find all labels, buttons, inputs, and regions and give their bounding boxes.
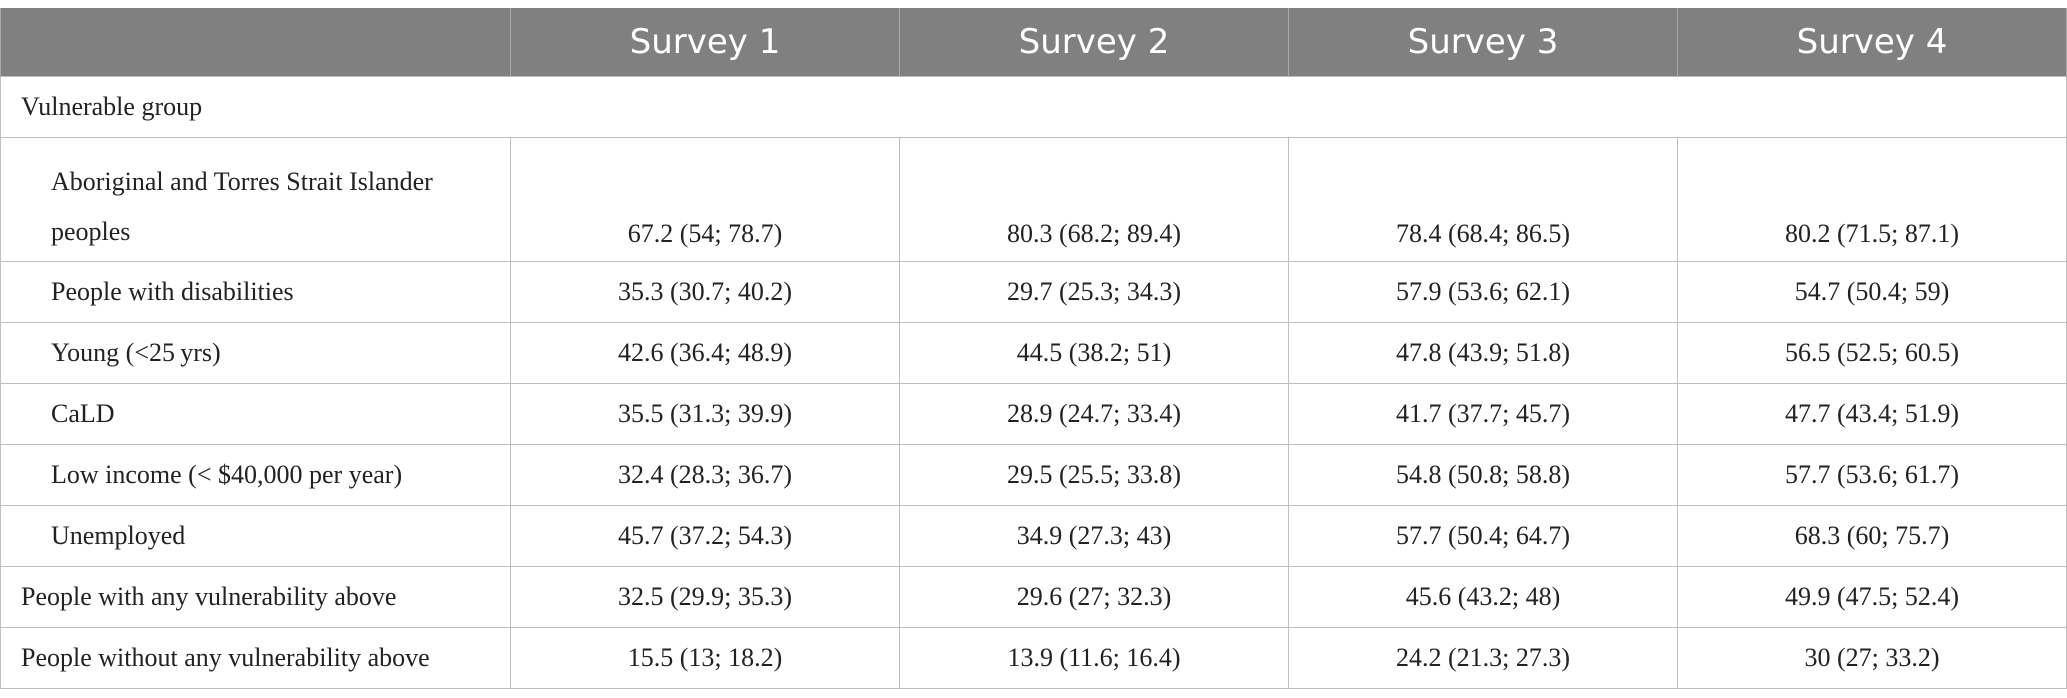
cell-value: 47.7 (43.4; 51.9) bbox=[1677, 383, 2067, 445]
cell-value: 41.7 (37.7; 45.7) bbox=[1288, 383, 1678, 445]
cell-value: 45.7 (37.2; 54.3) bbox=[510, 505, 900, 567]
cell-value: 28.9 (24.7; 33.4) bbox=[899, 383, 1289, 445]
header-survey-1: Survey 1 bbox=[510, 8, 900, 77]
cell-value: 35.5 (31.3; 39.9) bbox=[510, 383, 900, 445]
cell-value: 68.3 (60; 75.7) bbox=[1677, 505, 2067, 567]
cell-value: 29.5 (25.5; 33.8) bbox=[899, 444, 1289, 506]
row-label: Young (<25 yrs) bbox=[0, 322, 511, 384]
cell-value: 30 (27; 33.2) bbox=[1677, 627, 2067, 689]
header-survey-3: Survey 3 bbox=[1288, 8, 1678, 77]
survey-table: Survey 1 Survey 2 Survey 3 Survey 4 Vuln… bbox=[0, 8, 2067, 689]
table-row: People with any vulnerability above 32.5… bbox=[0, 566, 2067, 628]
cell-value: 15.5 (13; 18.2) bbox=[510, 627, 900, 689]
table-row: People without any vulnerability above 1… bbox=[0, 627, 2067, 689]
cell-value: 29.6 (27; 32.3) bbox=[899, 566, 1289, 628]
cell-value: 57.7 (50.4; 64.7) bbox=[1288, 505, 1678, 567]
cell-value: 32.4 (28.3; 36.7) bbox=[510, 444, 900, 506]
cell-value: 54.7 (50.4; 59) bbox=[1677, 261, 2067, 323]
cell-value: 35.3 (30.7; 40.2) bbox=[510, 261, 900, 323]
cell-value: 42.6 (36.4; 48.9) bbox=[510, 322, 900, 384]
cell-value: 13.9 (11.6; 16.4) bbox=[899, 627, 1289, 689]
row-label: Low income (< $40,000 per year) bbox=[0, 444, 511, 506]
cell-value: 34.9 (27.3; 43) bbox=[899, 505, 1289, 567]
cell-value: 56.5 (52.5; 60.5) bbox=[1677, 322, 2067, 384]
cell-value: 67.2 (54; 78.7) bbox=[510, 137, 900, 262]
row-label: People without any vulnerability above bbox=[0, 627, 511, 689]
section-label: Vulnerable group bbox=[0, 76, 2067, 138]
cell-value: 80.3 (68.2; 89.4) bbox=[899, 137, 1289, 262]
table-row: Aboriginal and Torres Strait Islander pe… bbox=[0, 137, 2067, 262]
section-row: Vulnerable group bbox=[0, 76, 2067, 138]
header-survey-2: Survey 2 bbox=[899, 8, 1289, 77]
row-label: CaLD bbox=[0, 383, 511, 445]
cell-value: 49.9 (47.5; 52.4) bbox=[1677, 566, 2067, 628]
cell-value: 57.7 (53.6; 61.7) bbox=[1677, 444, 2067, 506]
cell-value: 54.8 (50.8; 58.8) bbox=[1288, 444, 1678, 506]
table-row: Low income (< $40,000 per year) 32.4 (28… bbox=[0, 444, 2067, 506]
cell-value: 44.5 (38.2; 51) bbox=[899, 322, 1289, 384]
row-label: People with any vulnerability above bbox=[0, 566, 511, 628]
header-blank bbox=[0, 8, 511, 77]
row-label: Unemployed bbox=[0, 505, 511, 567]
table-row: Unemployed 45.7 (37.2; 54.3) 34.9 (27.3;… bbox=[0, 505, 2067, 567]
cell-value: 78.4 (68.4; 86.5) bbox=[1288, 137, 1678, 262]
row-label: Aboriginal and Torres Strait Islander pe… bbox=[0, 137, 511, 262]
cell-value: 57.9 (53.6; 62.1) bbox=[1288, 261, 1678, 323]
cell-value: 80.2 (71.5; 87.1) bbox=[1677, 137, 2067, 262]
cell-value: 32.5 (29.9; 35.3) bbox=[510, 566, 900, 628]
row-label: People with disabilities bbox=[0, 261, 511, 323]
table-row: Young (<25 yrs) 42.6 (36.4; 48.9) 44.5 (… bbox=[0, 322, 2067, 384]
table-row: CaLD 35.5 (31.3; 39.9) 28.9 (24.7; 33.4)… bbox=[0, 383, 2067, 445]
header-survey-4: Survey 4 bbox=[1677, 8, 2067, 77]
cell-value: 29.7 (25.3; 34.3) bbox=[899, 261, 1289, 323]
header-row: Survey 1 Survey 2 Survey 3 Survey 4 bbox=[0, 8, 2067, 77]
table-row: People with disabilities 35.3 (30.7; 40.… bbox=[0, 261, 2067, 323]
cell-value: 45.6 (43.2; 48) bbox=[1288, 566, 1678, 628]
cell-value: 47.8 (43.9; 51.8) bbox=[1288, 322, 1678, 384]
cell-value: 24.2 (21.3; 27.3) bbox=[1288, 627, 1678, 689]
